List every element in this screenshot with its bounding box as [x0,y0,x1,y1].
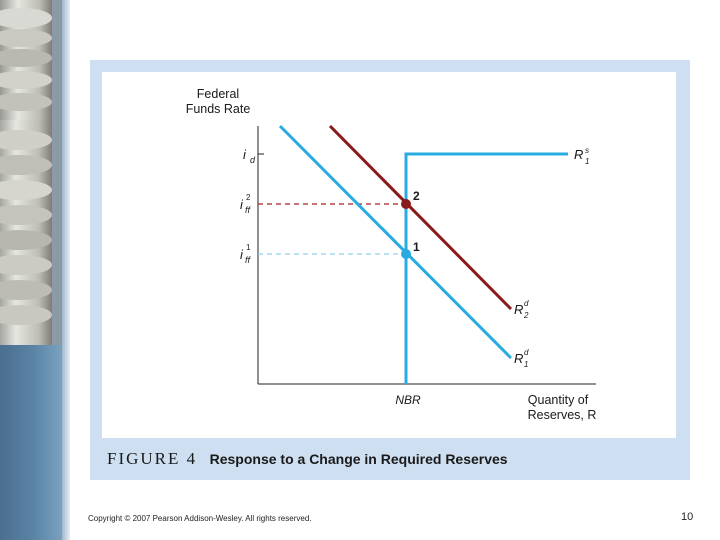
demand-curve-1-label: R 1 d [514,348,529,369]
svg-text:d: d [524,299,529,308]
svg-text:2: 2 [246,193,251,202]
copyright-notice: Copyright © 2007 Pearson Addison-Wesley.… [88,514,312,523]
svg-text:R: R [514,302,523,317]
sidebar-edge [62,0,70,540]
supply-curve [404,152,568,384]
point-1-label: 1 [413,240,420,254]
y-tick-iff1: i ff 1 [240,243,252,265]
svg-text:R: R [574,147,583,162]
svg-text:ff: ff [245,255,252,265]
coin-stack-image [0,0,62,345]
supply-curve-label: R 1 s [574,146,589,166]
equilibrium-point-1 [401,249,411,259]
y-axis-label-line1: Federal [197,87,239,101]
svg-text:1: 1 [585,157,589,166]
sidebar-decoration [0,0,62,540]
equilibrium-point-2 [401,199,411,209]
demand-curve-2-label: R 2 d [514,299,529,320]
svg-text:d: d [250,155,256,165]
point-2-label: 2 [413,189,420,203]
svg-text:1: 1 [524,360,528,369]
svg-text:ff: ff [245,205,252,215]
diagram-area [102,72,676,438]
svg-text:R: R [514,351,523,366]
y-tick-iff2: i ff 2 [240,193,252,215]
x-axis-label-line2: Reserves, R [528,408,597,422]
y-axis-label-line2: Funds Rate [186,102,251,116]
page-number: 10 [681,511,694,523]
svg-text:i: i [240,247,244,262]
demand-curve-2 [328,124,513,311]
svg-text:i: i [243,147,247,162]
svg-text:i: i [240,197,244,212]
x-tick-nbr: NBR [395,393,421,407]
figure-caption: FIGURE 4 Response to a Change in Require… [107,449,508,469]
figure-title: Response to a Change in Required Reserve… [209,451,508,467]
y-tick-id: i d [243,147,264,165]
figure-label: FIGURE 4 [107,449,198,468]
svg-text:2: 2 [523,311,529,320]
x-axis-label-line1: Quantity of [528,393,589,407]
svg-text:s: s [585,146,589,155]
svg-text:1: 1 [246,243,251,252]
svg-text:d: d [524,348,529,357]
demand-curve-1 [278,124,513,360]
